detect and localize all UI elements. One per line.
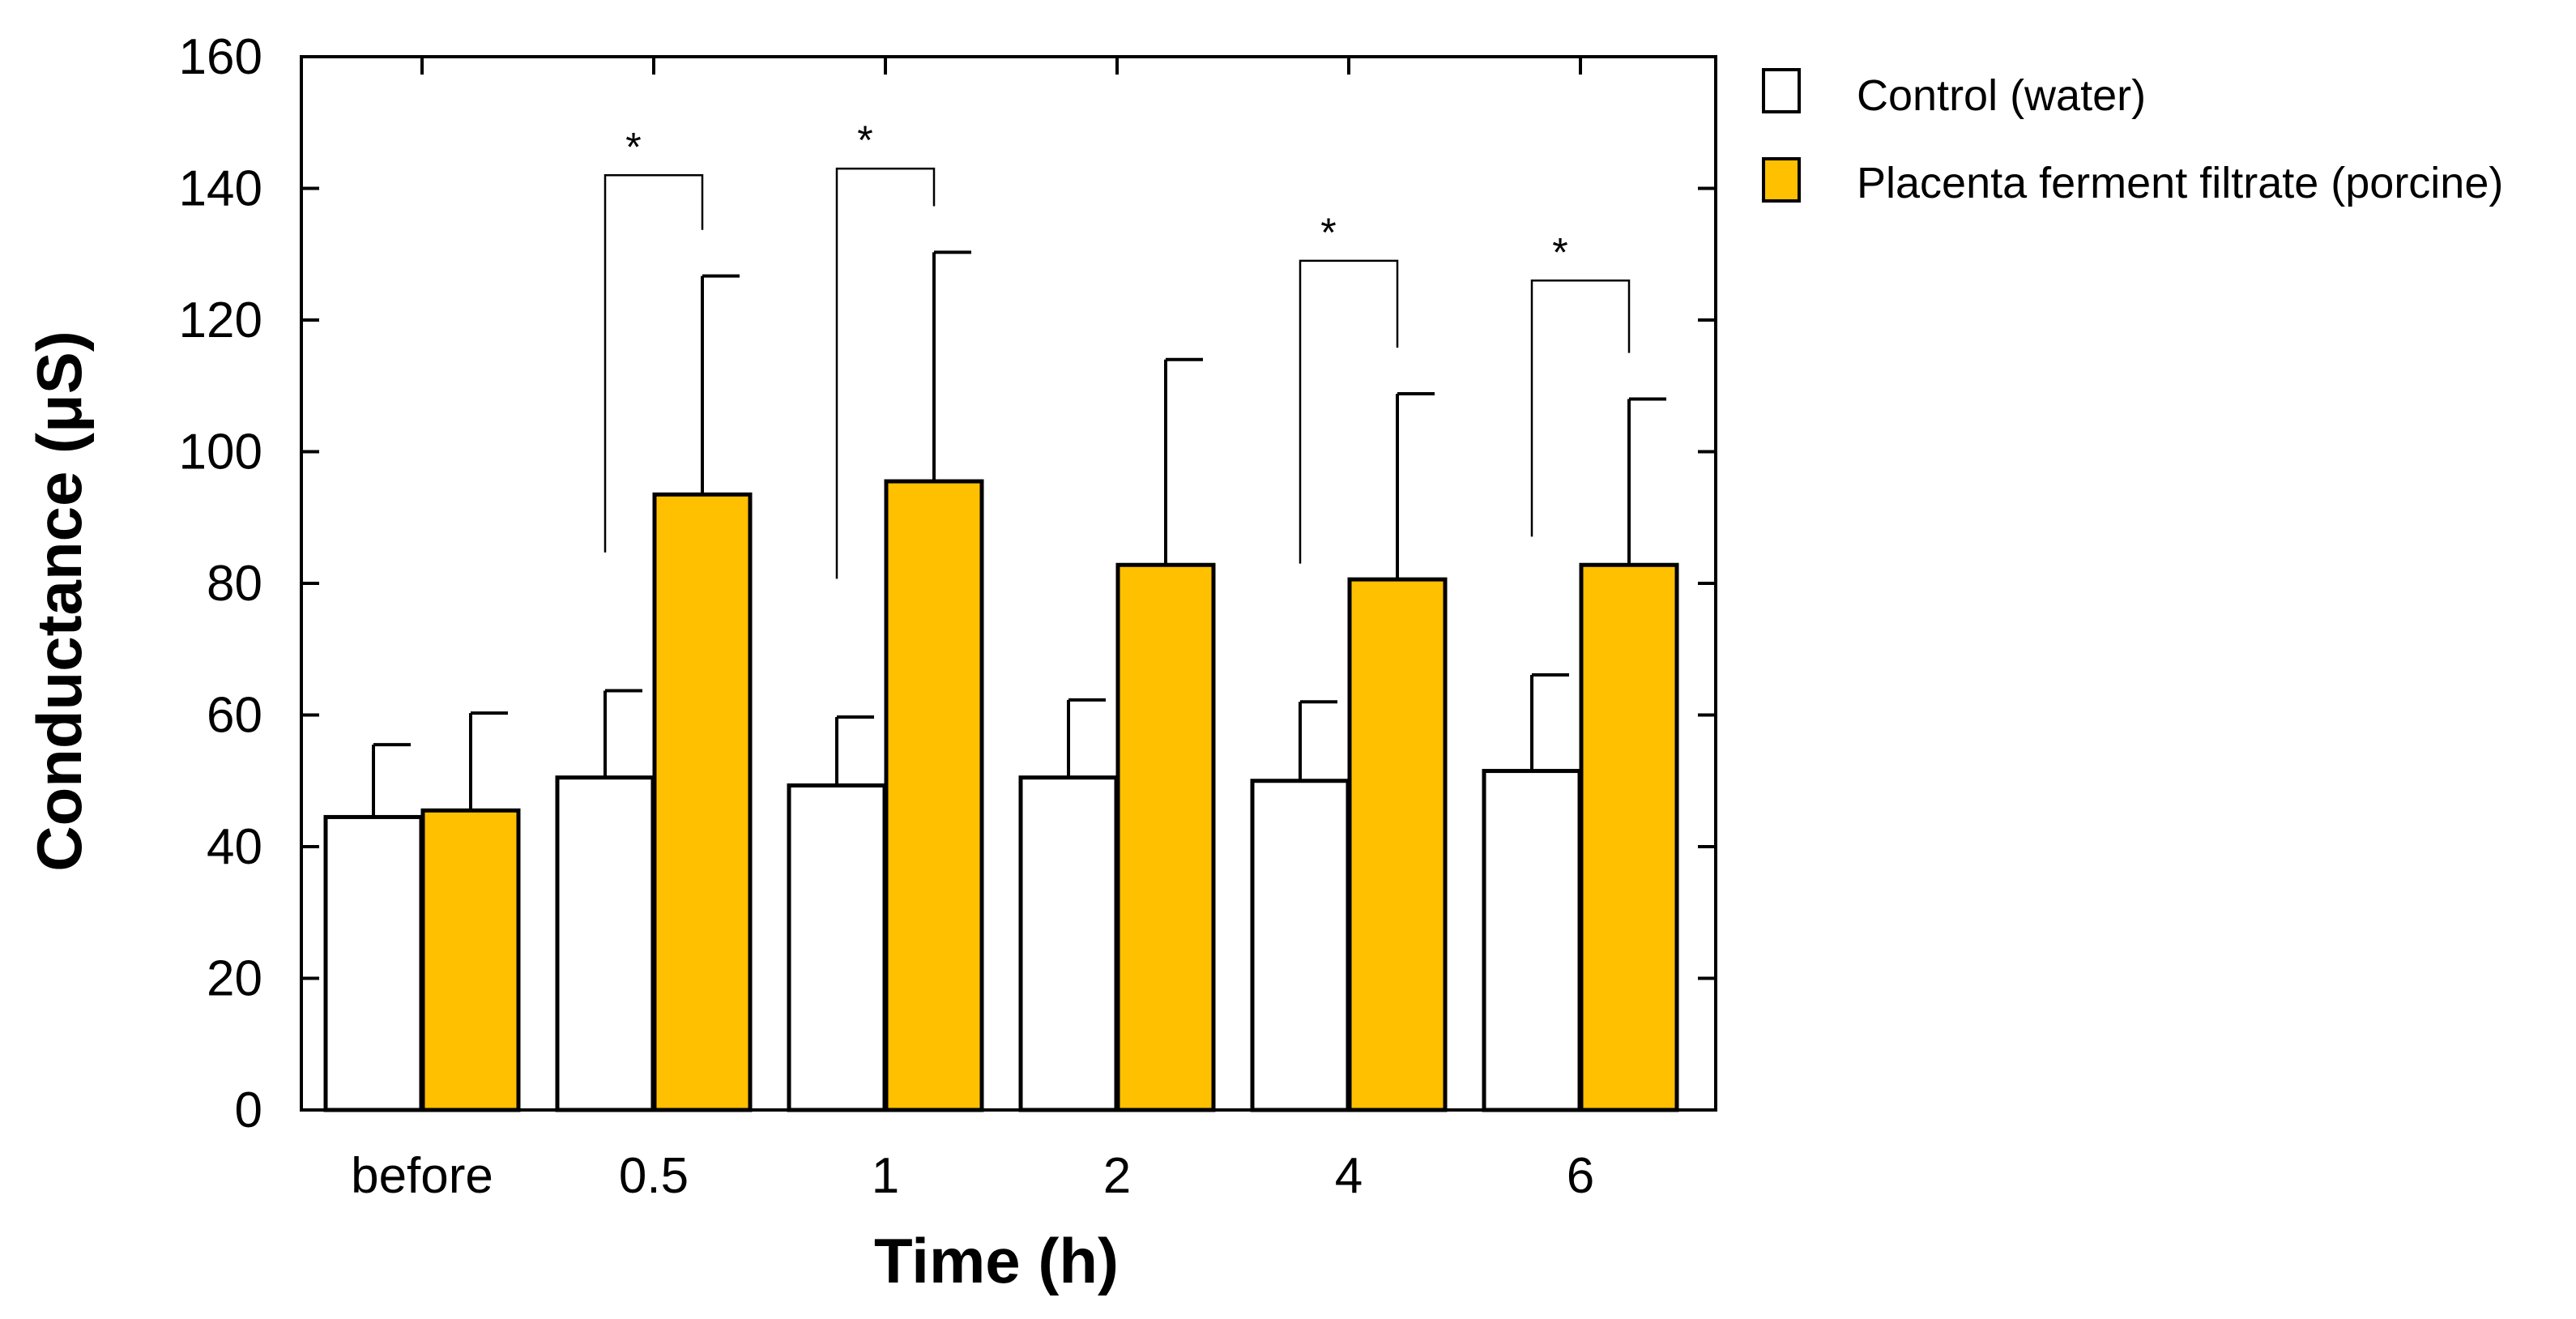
y-axis-title: Conductance (μS)	[23, 331, 95, 871]
significance-bracket	[1530, 280, 1631, 537]
x-tick-label: 6	[1567, 1148, 1594, 1204]
x-tick-label: before	[351, 1148, 493, 1204]
significance-label: *	[857, 117, 872, 163]
significance-label: *	[1320, 210, 1336, 255]
y-tick-label: 140	[179, 161, 262, 217]
legend-label-control: Control (water)	[1857, 71, 2146, 120]
bar-control	[787, 783, 887, 1112]
y-tick-label: 120	[179, 292, 262, 348]
bar-control	[555, 775, 655, 1112]
y-tick-label: 100	[179, 425, 262, 480]
bar-placenta	[420, 808, 521, 1112]
bar-control	[323, 814, 424, 1112]
significance-label: *	[1552, 229, 1567, 275]
bar-control	[1482, 769, 1582, 1112]
x-tick-label: 1	[872, 1148, 899, 1204]
y-tick-label: 160	[179, 29, 262, 85]
bar-placenta	[1115, 562, 1216, 1112]
x-tick-label: 2	[1103, 1148, 1131, 1204]
bar-placenta	[652, 492, 753, 1112]
significance-label: *	[625, 124, 641, 169]
y-tick-label: 40	[207, 819, 262, 875]
x-axis-title: Time (h)	[874, 1225, 1119, 1296]
bar-placenta	[884, 479, 984, 1112]
legend: Control (water) Placenta ferment filtrat…	[1762, 68, 2503, 207]
legend-label-placenta: Placenta ferment filtrate (porcine)	[1857, 159, 2503, 207]
y-tick-label: 0	[235, 1082, 262, 1138]
plot-area: * * * *	[323, 117, 1679, 1112]
y-tick-label: 60	[207, 688, 262, 744]
y-tick-label: 80	[207, 556, 262, 612]
y-tick-label: 20	[207, 951, 262, 1007]
bar-placenta	[1347, 577, 1448, 1112]
legend-swatch-placenta	[1762, 157, 1801, 203]
bar-placenta	[1579, 562, 1679, 1112]
axes: 0 20 40 60 80 100 120 140 160 before 0.5 1 2 4 6	[179, 29, 1717, 1204]
significance-bracket	[835, 167, 936, 579]
significance-bracket	[603, 174, 704, 553]
bar-control	[1250, 779, 1350, 1112]
bar-control	[1018, 775, 1119, 1112]
significance-bracket	[1299, 259, 1399, 564]
legend-swatch-control	[1762, 68, 1801, 113]
x-tick-label: 0.5	[619, 1148, 689, 1204]
x-tick-label: 4	[1335, 1148, 1363, 1204]
